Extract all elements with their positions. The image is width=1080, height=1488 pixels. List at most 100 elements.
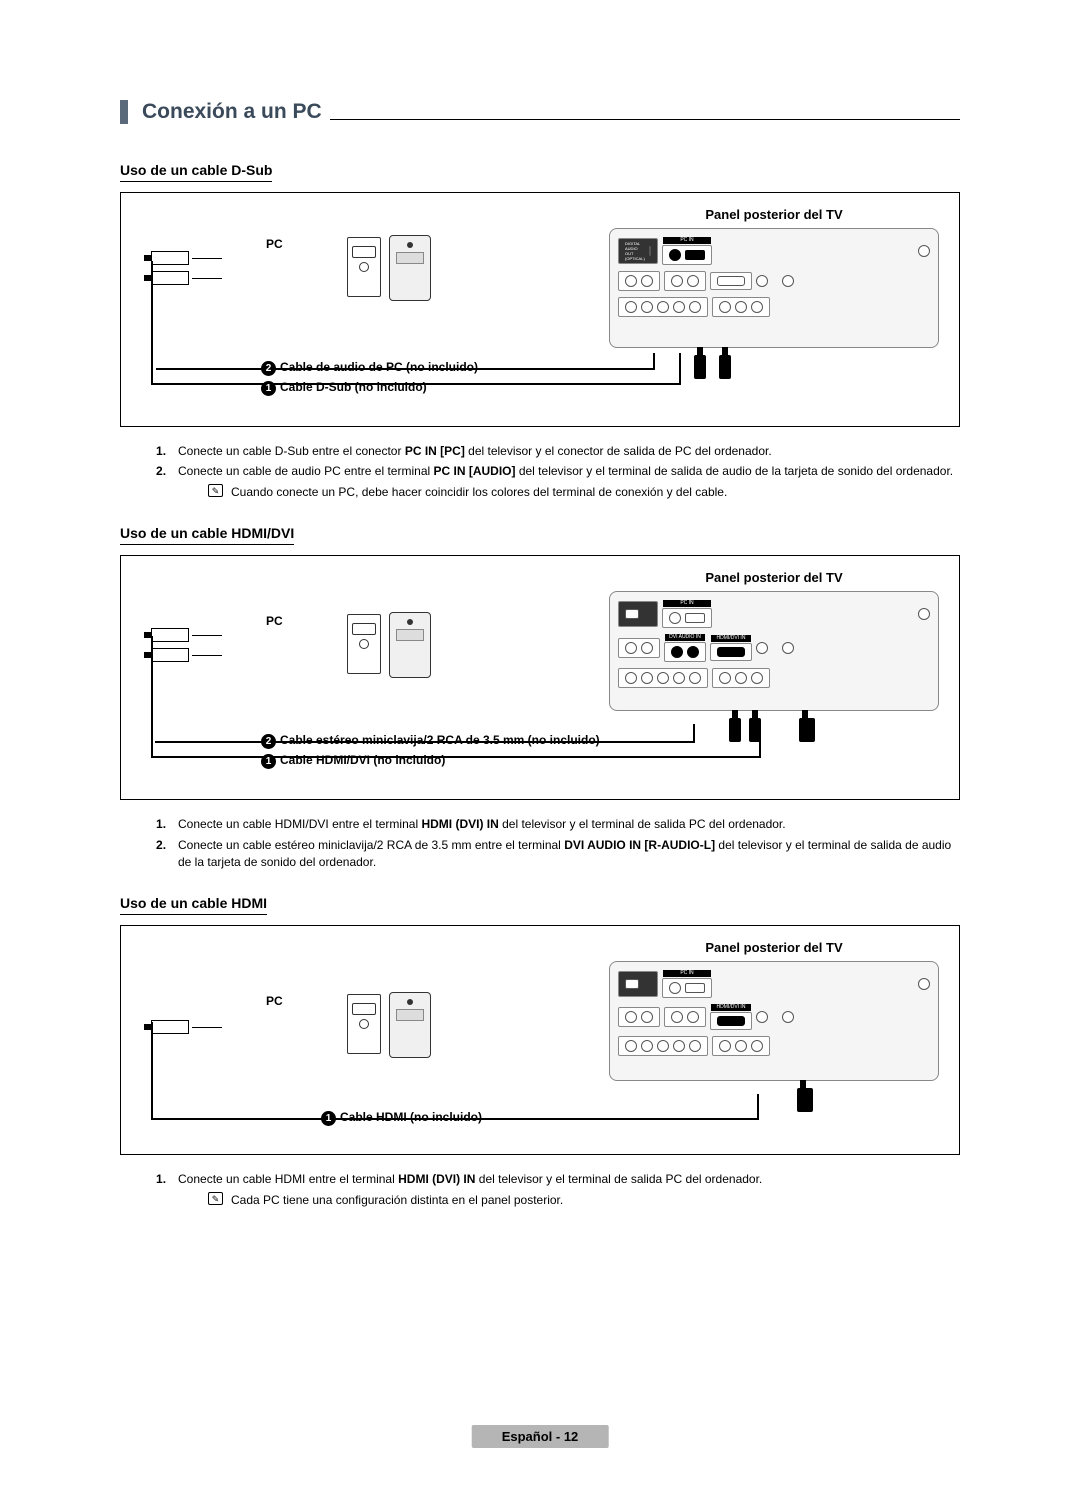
note-1: ✎Cuando conecte un PC, debe hacer coinci… (208, 484, 960, 501)
port-service (756, 1011, 768, 1023)
port-ant (782, 642, 794, 654)
port-avin (712, 668, 770, 688)
cable-line (151, 636, 153, 756)
port-dvi-audio (664, 271, 706, 291)
instructions-dsub: Conecte un cable D-Sub entre el conector… (120, 443, 960, 501)
instructions-hdmidvi: Conecte un cable HDMI/DVI entre el termi… (120, 816, 960, 871)
note-icon: ✎ (208, 1192, 223, 1205)
sub-heading-hdmidvi: Uso de un cable HDMI/DVI (120, 525, 294, 545)
pc-tower-icon (389, 992, 431, 1058)
section-hdmi: Uso de un cable HDMI PC Panel posterior … (120, 881, 960, 1209)
port-ant (782, 275, 794, 287)
connector-icon-1 (151, 251, 189, 265)
section-dsub: Uso de un cable D-Sub PC Panel posterior… (120, 148, 960, 501)
note-icon: ✎ (208, 484, 223, 497)
plug-hdmi-icon (797, 1088, 813, 1112)
plug-icon (729, 718, 741, 742)
cable-line (151, 1022, 153, 1118)
pc-back-icon (347, 994, 381, 1054)
cable-line (759, 724, 761, 758)
cable-labels-hdmi: 1Cable HDMI (no incluido) (321, 1106, 482, 1126)
port-digital: DIGITAL AUDIO OUT (OPTICAL) (618, 238, 658, 264)
port-ant (782, 1011, 794, 1023)
panel-label: Panel posterior del TV (609, 940, 939, 955)
port-pcin: PC IN (662, 978, 712, 998)
step-1: Conecte un cable HDMI entre el terminal … (150, 1171, 960, 1209)
cable-label-2: 2Cable estéreo miniclavija/2 RCA de 3.5 … (261, 733, 600, 749)
diagram-hdmi: PC Panel posterior del TV PC IN (120, 925, 960, 1155)
connector-icon-1 (151, 628, 189, 642)
connector-icon-2 (151, 271, 189, 285)
port-service (756, 275, 768, 287)
sub-heading-hdmi: Uso de un cable HDMI (120, 895, 267, 915)
main-heading-row: Conexión a un PC (120, 100, 960, 124)
heading-accent-bar (120, 100, 128, 124)
sub-heading-dsub: Uso de un cable D-Sub (120, 162, 272, 182)
tv-panel-icon: DIGITAL AUDIO OUT (OPTICAL) PC IN (609, 228, 939, 348)
diagram-dsub: PC Panel posterior del TV DIGITAL AUDIO … (120, 192, 960, 427)
cable-label-1: 1Cable D-Sub (no incluido) (261, 380, 478, 396)
port-digital (618, 971, 658, 997)
pc-back-icon (347, 614, 381, 674)
panel-label: Panel posterior del TV (609, 570, 939, 585)
port-audio-out (618, 271, 660, 291)
pc-tower-icon (389, 612, 431, 678)
port-component (618, 1036, 708, 1056)
tv-side-dsub: Panel posterior del TV DIGITAL AUDIO OUT… (609, 207, 939, 348)
port-avin (712, 1036, 770, 1056)
cable-label-2: 2Cable de audio de PC (no incluido) (261, 360, 478, 376)
cable-labels-dsub: 2Cable de audio de PC (no incluido) 1Cab… (261, 356, 478, 396)
panel-label: Panel posterior del TV (609, 207, 939, 222)
heading-rule (330, 119, 960, 120)
tv-panel-icon: PC IN HDMI/DVI IN (609, 961, 939, 1081)
plug-icon (694, 355, 706, 379)
tv-side-hdmidvi: Panel posterior del TV PC IN DVI AUDIO I… (609, 570, 939, 711)
step-2: Conecte un cable estéreo miniclavija/2 R… (150, 837, 960, 872)
port-pcin-group: PC IN (662, 245, 712, 265)
port-dvi-audio-highlight: DVI AUDIO IN (664, 642, 706, 662)
diagram-hdmidvi: PC Panel posterior del TV PC IN (120, 555, 960, 800)
cable-label-1: 1Cable HDMI/DVI (no incluido) (261, 753, 600, 769)
port-misc (918, 245, 930, 257)
pc-tower-icon (389, 235, 431, 301)
section-hdmidvi: Uso de un cable HDMI/DVI PC Panel poster… (120, 511, 960, 871)
pc-label: PC (266, 237, 283, 251)
pc-label: PC (266, 614, 283, 628)
step-2: Conecte un cable de audio PC entre el te… (150, 463, 960, 501)
cable-line (757, 1094, 759, 1120)
port-audio-highlight (669, 249, 681, 261)
pc-side-hdmidvi: PC (141, 570, 441, 710)
port-audio-out (618, 638, 660, 658)
port-audio-out (618, 1007, 660, 1027)
step-1: Conecte un cable D-Sub entre el conector… (150, 443, 960, 460)
tv-side-hdmi: Panel posterior del TV PC IN HDMI/DVI IN (609, 940, 939, 1081)
port-hdmi (710, 272, 752, 290)
step-1: Conecte un cable HDMI/DVI entre el termi… (150, 816, 960, 833)
connector-icon-2 (151, 648, 189, 662)
plug-hdmi-icon (799, 718, 815, 742)
plug-icon (719, 355, 731, 379)
cable-line (151, 261, 153, 383)
port-pcin: PC IN (662, 608, 712, 628)
cable-label-1: 1Cable HDMI (no incluido) (321, 1110, 482, 1126)
pc-side-hdmi: PC (141, 940, 441, 1080)
port-digital (618, 601, 658, 627)
port-misc (918, 608, 930, 620)
instructions-hdmi: Conecte un cable HDMI entre el terminal … (120, 1171, 960, 1209)
cable-line (653, 353, 655, 370)
cable-line (679, 353, 681, 385)
port-component (618, 668, 708, 688)
port-component (618, 297, 708, 317)
port-avin (712, 297, 770, 317)
port-misc (918, 978, 930, 990)
pc-side-dsub: PC (141, 207, 441, 347)
port-dvi-audio (664, 1007, 706, 1027)
pc-back-icon (347, 237, 381, 297)
note-1: ✎Cada PC tiene una configuración distint… (208, 1192, 960, 1209)
cable-labels-hdmidvi: 2Cable estéreo miniclavija/2 RCA de 3.5 … (261, 729, 600, 769)
port-service (756, 642, 768, 654)
cable-line (693, 724, 695, 743)
port-hdmi-highlight: HDMI/DVI IN (710, 643, 752, 661)
port-pc-highlight (685, 250, 705, 260)
tv-panel-icon: PC IN DVI AUDIO IN HDMI/DVI IN (609, 591, 939, 711)
